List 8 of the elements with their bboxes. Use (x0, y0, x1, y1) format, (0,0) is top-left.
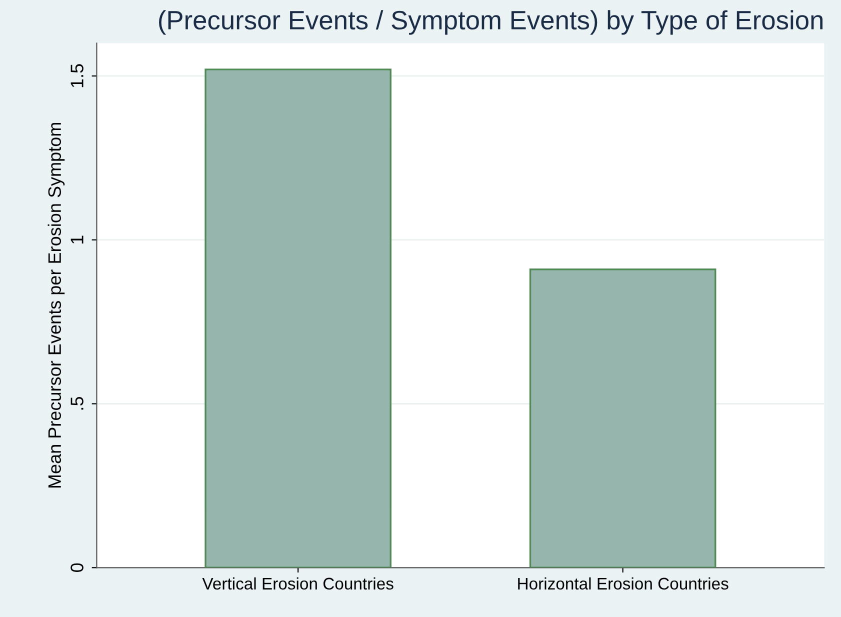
y-tick-label: 0 (70, 563, 84, 572)
y-tick-label: 1.5 (70, 64, 84, 88)
y-tick-label: 1 (70, 236, 84, 244)
x-tick-label: Horizontal Erosion Countries (518, 577, 728, 590)
x-tick-label: Vertical Erosion Countries (202, 577, 394, 590)
y-tick-label: .5 (70, 396, 84, 410)
chart-title: (Precursor Events / Symptom Events) by Type of Erosion (159, 10, 823, 35)
y-axis-title: Mean Precursor Events per Erosion Symptom (48, 122, 65, 488)
